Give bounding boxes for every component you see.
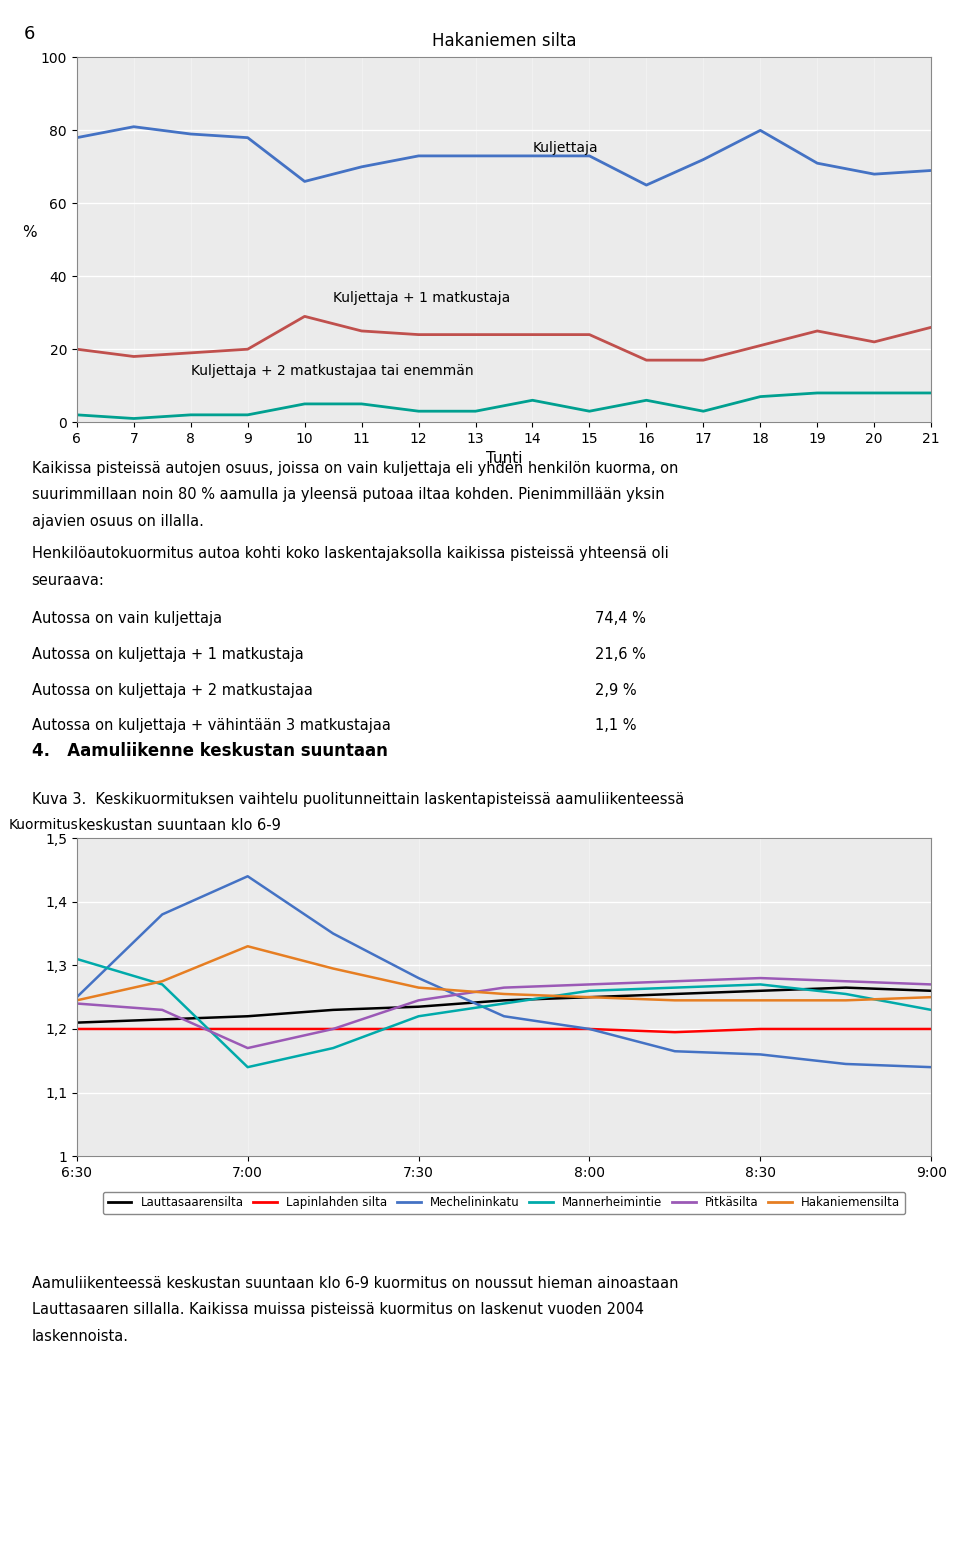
Text: 21,6 %: 21,6 %	[595, 647, 646, 663]
Text: Kaikissa pisteissä autojen osuus, joissa on vain kuljettaja eli yhden henkilön k: Kaikissa pisteissä autojen osuus, joissa…	[32, 461, 678, 476]
Text: suurimmillaan noin 80 % aamulla ja yleensä putoaa iltaa kohden. Pienimmillään yk: suurimmillaan noin 80 % aamulla ja yleen…	[32, 487, 664, 503]
Text: keskustan suuntaan klo 6-9: keskustan suuntaan klo 6-9	[32, 818, 280, 833]
Legend: Lauttasaarensilta, Lapinlahden silta, Mechelininkatu, Mannerheimintie, Pitkäsilt: Lauttasaarensilta, Lapinlahden silta, Me…	[103, 1192, 905, 1214]
Text: 4.   Aamuliikenne keskustan suuntaan: 4. Aamuliikenne keskustan suuntaan	[32, 742, 388, 760]
Text: Autossa on kuljettaja + 2 matkustajaa: Autossa on kuljettaja + 2 matkustajaa	[32, 683, 313, 698]
X-axis label: Tunti: Tunti	[486, 452, 522, 467]
Text: Autossa on kuljettaja + 1 matkustaja: Autossa on kuljettaja + 1 matkustaja	[32, 647, 303, 663]
Text: laskennoista.: laskennoista.	[32, 1329, 129, 1344]
Text: Kuva 3.  Keskikuormituksen vaihtelu puolitunneittain laskentapisteissä aamuliike: Kuva 3. Keskikuormituksen vaihtelu puoli…	[32, 792, 684, 807]
Text: ajavien osuus on illalla.: ajavien osuus on illalla.	[32, 514, 204, 529]
Text: Autossa on vain kuljettaja: Autossa on vain kuljettaja	[32, 611, 222, 627]
Y-axis label: %: %	[22, 225, 36, 241]
Title: Hakaniemen silta: Hakaniemen silta	[432, 33, 576, 50]
Text: 74,4 %: 74,4 %	[595, 611, 646, 627]
Text: 1,1 %: 1,1 %	[595, 719, 636, 734]
Text: Kuljettaja + 2 matkustajaa tai enemmän: Kuljettaja + 2 matkustajaa tai enemmän	[191, 363, 473, 377]
Text: Kuljettaja: Kuljettaja	[533, 141, 598, 155]
Text: Aamuliikenteessä keskustan suuntaan klo 6-9 kuormitus on noussut hieman ainoasta: Aamuliikenteessä keskustan suuntaan klo …	[32, 1276, 678, 1291]
Text: Autossa on kuljettaja + vähintään 3 matkustajaa: Autossa on kuljettaja + vähintään 3 matk…	[32, 719, 391, 734]
Text: Kuljettaja + 1 matkustaja: Kuljettaja + 1 matkustaja	[333, 290, 511, 304]
Text: Lauttasaaren sillalla. Kaikissa muissa pisteissä kuormitus on laskenut vuoden 20: Lauttasaaren sillalla. Kaikissa muissa p…	[32, 1302, 643, 1318]
Text: Henkilöautokuormitus autoa kohti koko laskentajaksolla kaikissa pisteissä yhteen: Henkilöautokuormitus autoa kohti koko la…	[32, 546, 668, 562]
Text: Kuormitus: Kuormitus	[9, 818, 78, 832]
Text: 2,9 %: 2,9 %	[595, 683, 636, 698]
Text: seuraava:: seuraava:	[32, 573, 105, 588]
Text: 6: 6	[24, 25, 36, 43]
